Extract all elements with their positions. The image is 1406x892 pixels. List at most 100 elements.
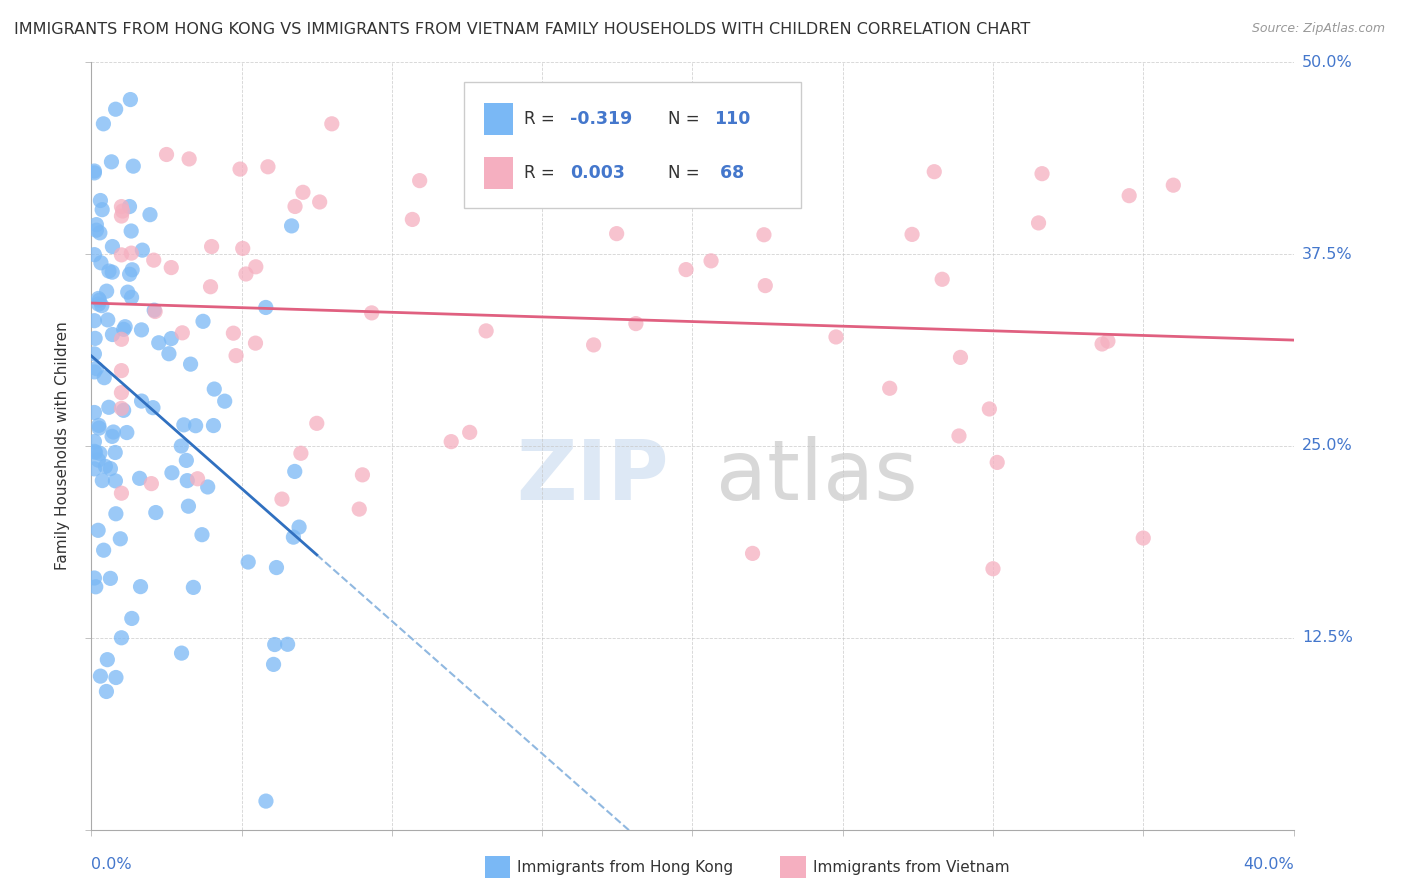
Point xyxy=(180,357,202,371)
Point xyxy=(825,330,848,344)
Point xyxy=(1091,337,1114,351)
Point xyxy=(202,382,225,396)
Point xyxy=(83,405,105,419)
Point xyxy=(110,363,132,377)
Text: 0.003: 0.003 xyxy=(569,164,624,182)
Point xyxy=(110,200,132,214)
Point xyxy=(931,272,953,286)
Point xyxy=(922,164,945,178)
Point xyxy=(111,204,134,219)
Point xyxy=(232,241,254,255)
Point xyxy=(148,335,170,350)
Point xyxy=(96,284,118,298)
Point xyxy=(83,434,105,449)
Point xyxy=(103,425,125,439)
Point xyxy=(143,303,166,318)
Point xyxy=(86,218,108,232)
Text: Source: ZipAtlas.com: Source: ZipAtlas.com xyxy=(1251,22,1385,36)
Point xyxy=(83,444,105,458)
Point xyxy=(271,492,294,507)
Point xyxy=(290,446,312,460)
Point xyxy=(458,425,481,440)
Point xyxy=(86,361,108,376)
Point xyxy=(110,532,132,546)
Point xyxy=(118,200,141,214)
Point xyxy=(1132,531,1154,545)
Point xyxy=(89,226,111,240)
Text: atlas: atlas xyxy=(717,436,918,517)
Point xyxy=(122,159,145,173)
Point xyxy=(277,637,299,651)
Point xyxy=(129,580,152,594)
Point xyxy=(84,445,107,459)
Point xyxy=(83,164,105,178)
Point xyxy=(128,471,150,485)
Point xyxy=(104,507,127,521)
Point xyxy=(112,322,135,336)
Text: IMMIGRANTS FROM HONG KONG VS IMMIGRANTS FROM VIETNAM FAMILY HOUSEHOLDS WITH CHIL: IMMIGRANTS FROM HONG KONG VS IMMIGRANTS … xyxy=(14,22,1031,37)
Text: Immigrants from Vietnam: Immigrants from Vietnam xyxy=(813,860,1010,874)
Point xyxy=(131,243,153,257)
Point xyxy=(91,202,114,217)
Point xyxy=(184,418,207,433)
Text: N =: N = xyxy=(668,111,706,128)
Text: 68: 68 xyxy=(714,164,744,182)
Point xyxy=(121,262,143,277)
Point xyxy=(87,297,110,311)
Point xyxy=(89,194,111,208)
Point xyxy=(87,421,110,435)
Point xyxy=(120,93,142,107)
Point xyxy=(170,439,193,453)
Point xyxy=(110,209,132,223)
Y-axis label: Family Households with Children: Family Households with Children xyxy=(55,322,70,570)
Point xyxy=(176,453,198,467)
Point xyxy=(89,669,111,683)
Point xyxy=(606,227,628,241)
Text: N =: N = xyxy=(668,164,706,182)
Point xyxy=(86,223,108,237)
Point xyxy=(93,543,115,558)
Point xyxy=(83,365,105,379)
Point xyxy=(1031,167,1053,181)
Point xyxy=(263,657,285,672)
Point xyxy=(191,314,214,328)
Point xyxy=(110,401,132,416)
Point xyxy=(1163,178,1185,193)
Point xyxy=(308,194,330,209)
Point xyxy=(879,381,901,395)
Point xyxy=(87,292,110,306)
Point xyxy=(100,154,122,169)
Point xyxy=(245,260,267,274)
Point xyxy=(1097,334,1119,348)
Point xyxy=(155,147,177,161)
Point xyxy=(117,285,139,300)
Point xyxy=(97,264,120,278)
Point xyxy=(352,467,374,482)
Point xyxy=(93,117,115,131)
Point xyxy=(110,631,132,645)
Point xyxy=(96,684,118,698)
Point xyxy=(83,314,105,328)
Point xyxy=(84,580,107,594)
Point xyxy=(176,474,198,488)
Point xyxy=(1028,216,1050,230)
Text: 37.5%: 37.5% xyxy=(1302,247,1353,261)
Point xyxy=(115,425,138,440)
Point xyxy=(183,581,205,595)
Point xyxy=(101,265,124,279)
Point xyxy=(142,401,165,415)
Point xyxy=(101,239,124,253)
Point xyxy=(100,461,122,475)
Point xyxy=(110,332,132,346)
Point xyxy=(118,267,141,281)
Point xyxy=(401,212,423,227)
Text: 110: 110 xyxy=(714,111,751,128)
Point xyxy=(86,29,108,44)
Point xyxy=(91,474,114,488)
Point xyxy=(288,520,311,534)
FancyBboxPatch shape xyxy=(464,81,800,208)
Point xyxy=(145,506,167,520)
Point xyxy=(104,671,127,685)
Point xyxy=(624,317,647,331)
Point xyxy=(901,227,924,242)
